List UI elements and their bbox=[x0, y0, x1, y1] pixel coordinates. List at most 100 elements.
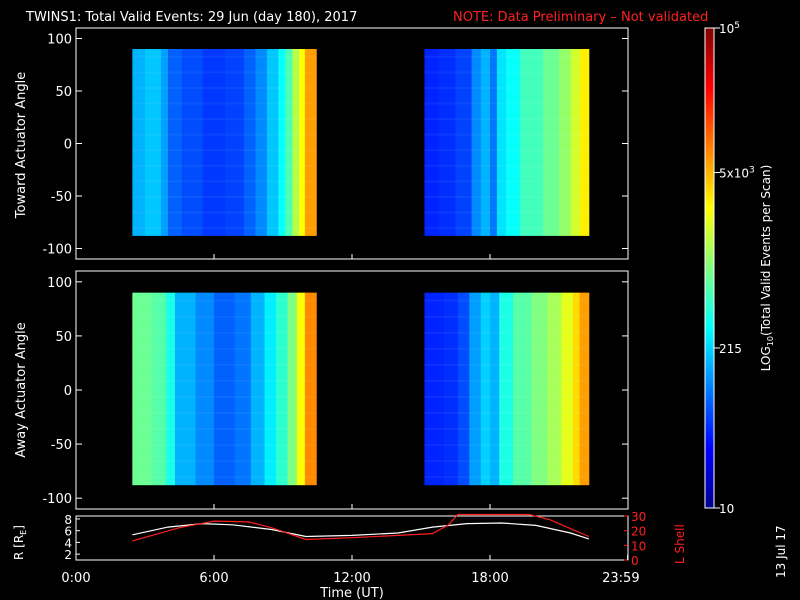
toward-y-tick-label: 100 bbox=[47, 33, 72, 48]
away-column bbox=[304, 292, 317, 486]
x-axis-label: Time (UT) bbox=[319, 586, 384, 600]
toward-column bbox=[181, 49, 203, 236]
toward-column bbox=[424, 49, 440, 236]
toward-column bbox=[579, 49, 590, 236]
toward-column bbox=[202, 49, 226, 236]
orbit-left-tick-label: 8 bbox=[64, 513, 72, 527]
toward-column bbox=[496, 49, 507, 236]
away-y-axis: 100 50 0 -50 -100 bbox=[42, 276, 628, 509]
away-column bbox=[165, 292, 176, 486]
orbit-left-tick-label: 4 bbox=[64, 536, 72, 550]
time-tick-label: 6:00 bbox=[199, 571, 228, 586]
toward-column bbox=[145, 49, 162, 236]
away-column bbox=[547, 292, 562, 486]
toward-y-tick-label: -50 bbox=[51, 190, 72, 205]
orbit-right-tick-label: 10 bbox=[631, 539, 646, 553]
away-column bbox=[480, 292, 491, 486]
toward-column bbox=[490, 49, 498, 236]
toward-y-tick-label: 0 bbox=[64, 138, 72, 153]
toward-column bbox=[480, 49, 491, 236]
toward-column bbox=[439, 49, 456, 236]
away-column bbox=[174, 292, 196, 486]
toward-y-tick-label: -100 bbox=[42, 243, 72, 258]
away-column bbox=[499, 292, 514, 486]
time-tick-label: 12:00 bbox=[333, 571, 370, 586]
time-tick-label: 18:00 bbox=[471, 571, 508, 586]
away-column bbox=[287, 292, 298, 486]
toward-column bbox=[266, 49, 279, 236]
orbit-right-tick-label: 0 bbox=[631, 554, 639, 568]
toward-column bbox=[542, 49, 560, 236]
away-column bbox=[195, 292, 215, 486]
away-y-tick-label: -50 bbox=[51, 438, 72, 453]
toward-column bbox=[243, 49, 256, 236]
toward-column bbox=[304, 49, 317, 236]
time-axis: 0:00 6:00 12:00 18:00 23:59 bbox=[61, 555, 640, 586]
toward-heatmap bbox=[132, 49, 590, 236]
away-column bbox=[490, 292, 500, 486]
toward-y-axis-label: Toward Actuator Angle bbox=[14, 72, 29, 219]
away-column bbox=[572, 292, 581, 486]
orbit-left-tick-label: 6 bbox=[64, 525, 72, 539]
toward-column bbox=[471, 49, 482, 236]
orbit-left-tick-label: 2 bbox=[64, 548, 72, 562]
toward-column bbox=[132, 49, 146, 236]
colorbar-tick-label: 10 bbox=[719, 502, 734, 516]
colorbar-label: LOG10(Total Valid Events per Scan) bbox=[759, 165, 775, 372]
away-column bbox=[151, 292, 167, 486]
time-tick-label: 23:59 bbox=[602, 571, 639, 586]
toward-y-tick-label: 50 bbox=[55, 85, 72, 100]
away-column bbox=[457, 292, 470, 486]
away-column bbox=[264, 292, 277, 486]
toward-panel: 100 50 0 -50 -100 Toward Actuator Angle bbox=[14, 27, 629, 260]
toward-column bbox=[299, 49, 306, 236]
side-date: 13 Jul 17 bbox=[774, 525, 788, 578]
away-panel: 100 50 0 -50 -100 Away Actuator Angle bbox=[14, 270, 629, 510]
away-y-tick-label: 50 bbox=[55, 330, 72, 345]
radius-line bbox=[132, 522, 590, 540]
toward-column bbox=[278, 49, 286, 236]
colorbar-scale bbox=[704, 27, 715, 509]
away-column bbox=[513, 292, 532, 486]
away-column bbox=[424, 292, 445, 486]
toward-column bbox=[570, 49, 581, 236]
toward-column bbox=[168, 49, 183, 236]
toward-column bbox=[292, 49, 300, 236]
away-y-axis-label: Away Actuator Angle bbox=[14, 322, 29, 457]
colorbar-ticks: 10 215 5x103 105 bbox=[714, 21, 755, 516]
orbit-right-axis-label: L Shell bbox=[673, 524, 687, 564]
away-column bbox=[561, 292, 574, 486]
colorbar-tick-label: 105 bbox=[719, 21, 740, 36]
toward-column bbox=[455, 49, 472, 236]
toward-y-axis: 100 50 0 -50 -100 bbox=[42, 33, 628, 259]
colorbar-tick-label: 215 bbox=[719, 342, 742, 356]
orbit-right-tick-label: 30 bbox=[631, 510, 646, 524]
orbit-right-tick-label: 20 bbox=[631, 525, 646, 539]
toward-column bbox=[285, 49, 293, 236]
away-heatmap bbox=[132, 292, 590, 486]
toward-column bbox=[225, 49, 245, 236]
away-column bbox=[234, 292, 252, 486]
away-column bbox=[276, 292, 288, 486]
toward-column bbox=[161, 49, 169, 236]
away-column bbox=[579, 292, 590, 486]
time-tick-label: 0:00 bbox=[61, 571, 90, 586]
toward-column bbox=[506, 49, 521, 236]
title-main: TWINS1: Total Valid Events: 29 Jun (day … bbox=[25, 10, 357, 25]
orbit-lines bbox=[132, 513, 590, 542]
away-y-tick-label: 100 bbox=[47, 276, 72, 291]
colorbar-tick-label: 5x103 bbox=[719, 166, 755, 181]
away-column bbox=[469, 292, 482, 486]
away-column bbox=[214, 292, 236, 486]
toward-column bbox=[255, 49, 268, 236]
away-column bbox=[250, 292, 265, 486]
l-shell-line bbox=[132, 513, 590, 542]
away-y-tick-label: 0 bbox=[64, 384, 72, 399]
orbit-left-axis-label: R [RE] bbox=[12, 525, 28, 560]
away-y-tick-label: -100 bbox=[42, 492, 72, 507]
away-column bbox=[531, 292, 548, 486]
